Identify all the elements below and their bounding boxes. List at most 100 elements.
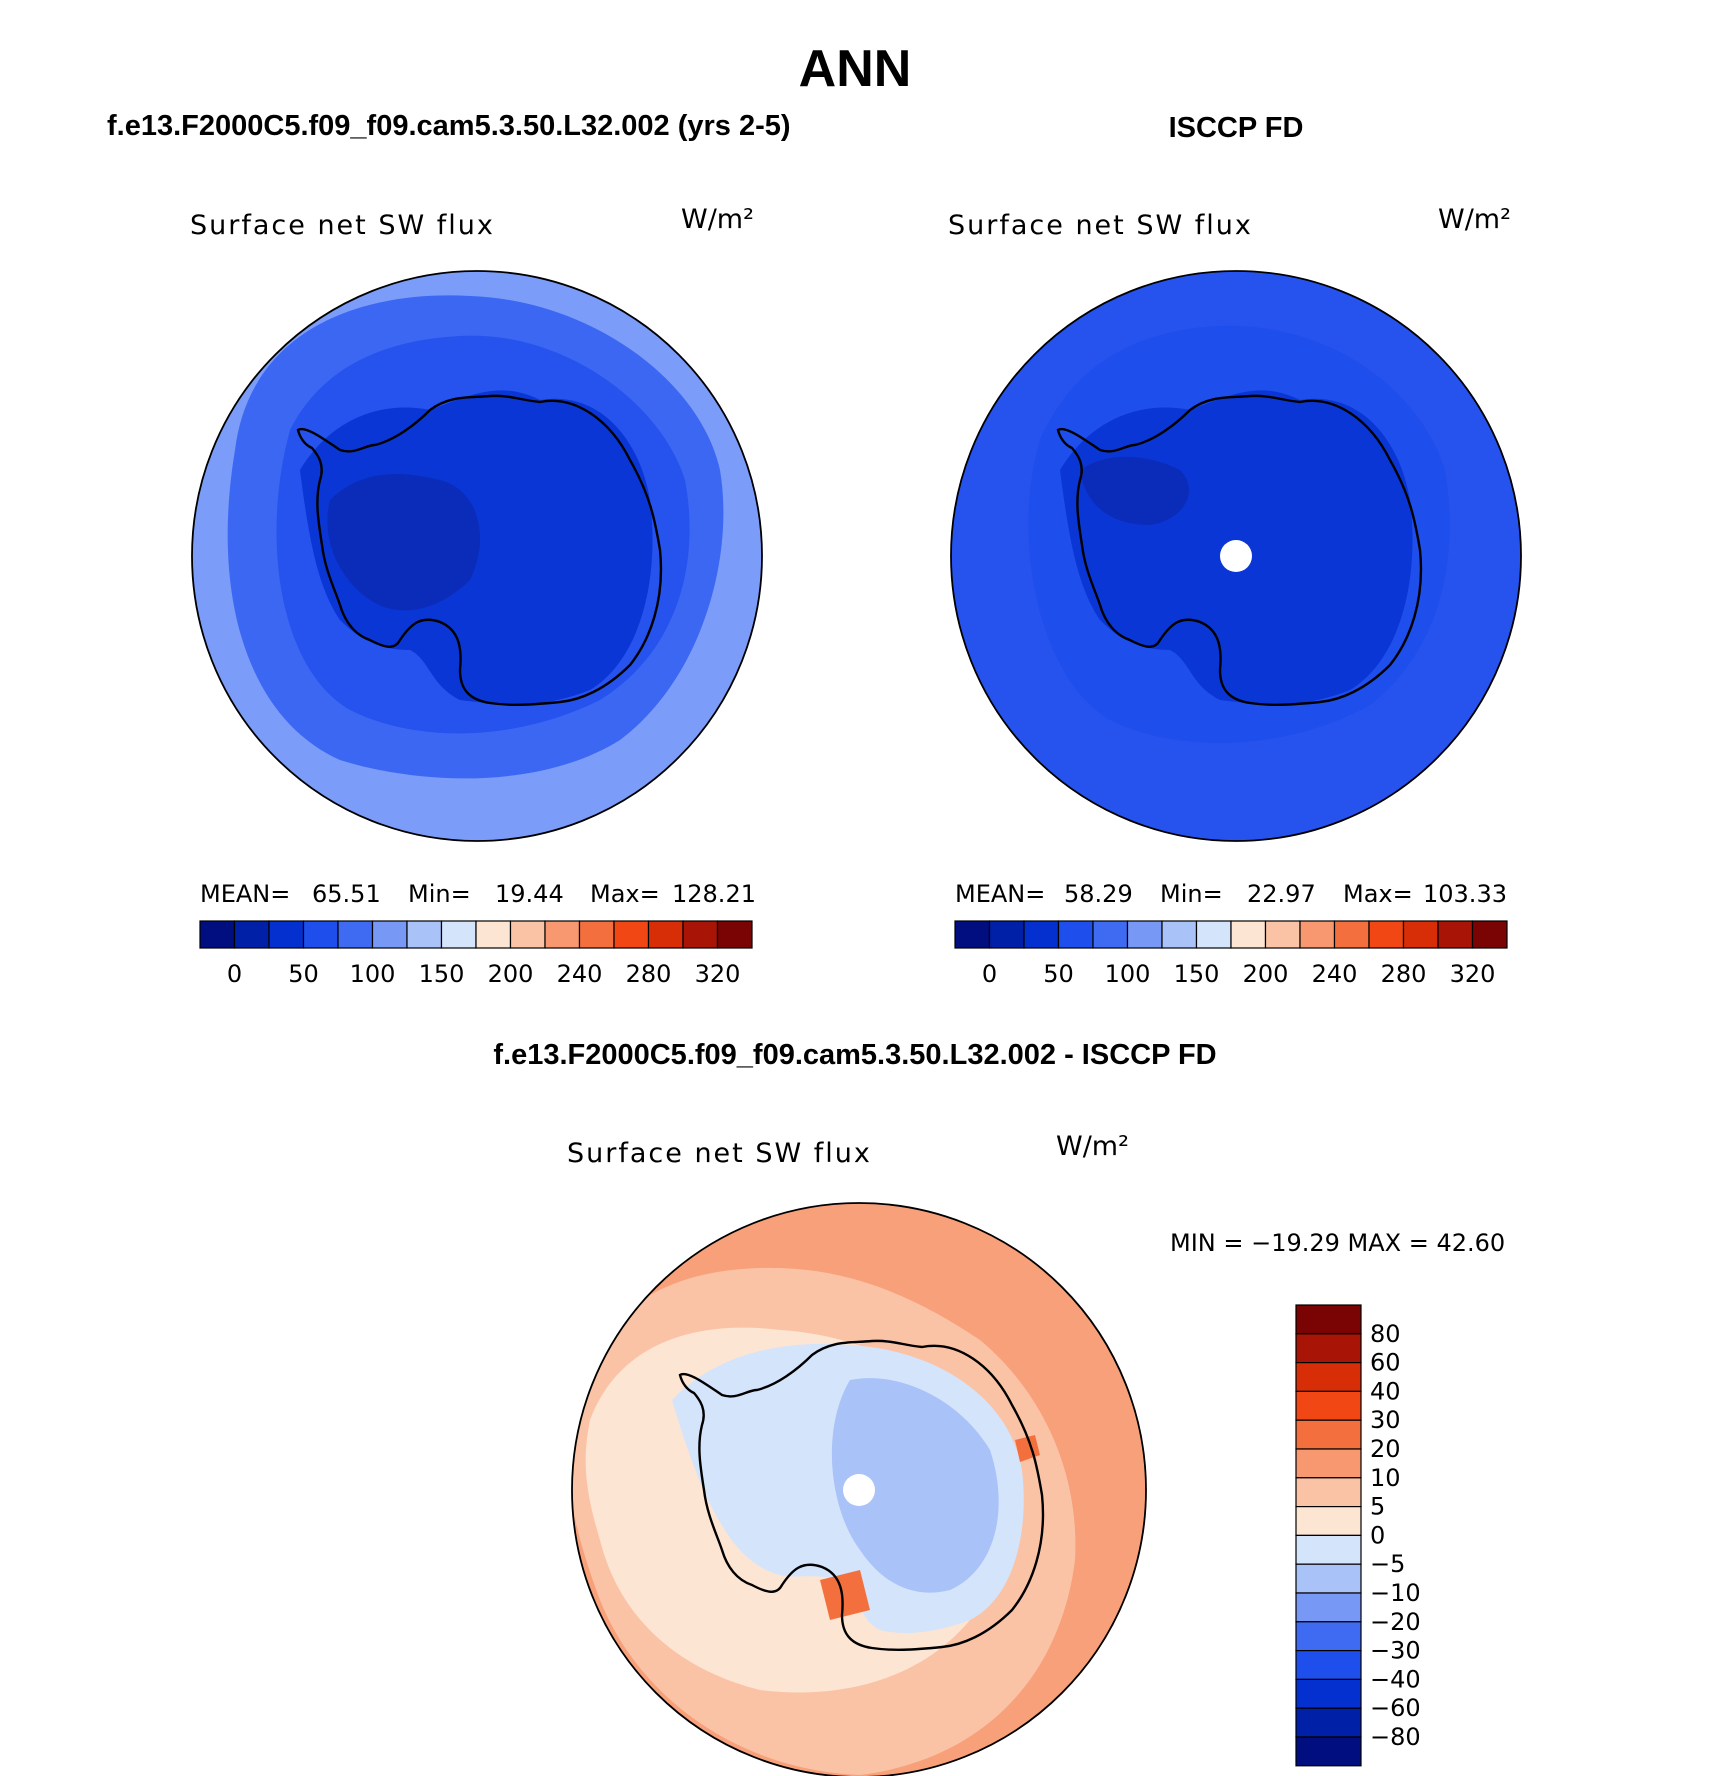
right-colorbar-swatch: [1230, 920, 1267, 949]
left-polar-map: [191, 270, 763, 842]
right-colorbar-swatch: [1333, 920, 1370, 949]
left-max-value: 128.21: [672, 880, 756, 908]
left-colorbar-swatch: [613, 920, 650, 949]
diff-colorbar-swatch: [1295, 1592, 1362, 1623]
diff-colorbar-swatch: [1295, 1736, 1362, 1767]
season-title: ANN: [799, 40, 912, 98]
left-colorbar-swatch: [682, 920, 719, 949]
diff-colorbar-tick-label: 80: [1370, 1320, 1401, 1348]
diff-colorbar-tick-label: −80: [1370, 1723, 1421, 1751]
diff-colorbar-swatch: [1295, 1649, 1362, 1680]
diff-colorbar-swatch: [1295, 1477, 1362, 1508]
right-colorbar-tick-label: 0: [982, 960, 997, 988]
right-colorbar-swatch: [1161, 920, 1198, 949]
left-colorbar-swatch: [647, 920, 684, 949]
diff-colorbar-swatch: [1295, 1621, 1362, 1652]
diff-colorbar-swatch: [1295, 1390, 1362, 1421]
left-colorbar-swatch: [440, 920, 477, 949]
right-colorbar-swatch: [1437, 920, 1474, 949]
diff-colorbar-swatch: [1295, 1707, 1362, 1738]
right-min-value: 22.97: [1247, 880, 1316, 908]
left-colorbar-swatch: [544, 920, 581, 949]
diff-colorbar-tick-label: −30: [1370, 1637, 1421, 1665]
diff-case-title: f.e13.F2000C5.f09_f09.cam5.3.50.L32.002 …: [493, 1039, 1216, 1071]
right-colorbar-swatch: [1023, 920, 1060, 949]
diff-colorbar-tick-label: 0: [1370, 1521, 1385, 1549]
left-antarctica-coastline: [296, 394, 663, 707]
diff-colorbar-swatch: [1295, 1304, 1362, 1335]
right-min-label: Min=: [1160, 880, 1223, 908]
right-stats: MEAN= 58.29 Min= 22.97 Max= 103.33: [955, 880, 1507, 908]
diff-colorbar-tick-label: 60: [1370, 1349, 1401, 1377]
diff-colorbar-swatch: [1295, 1534, 1362, 1565]
diff-map-boundary: [571, 1202, 1147, 1776]
left-units-label: W/m²: [681, 204, 754, 235]
right-colorbar-swatch: [1057, 920, 1094, 949]
right-antarctica-coastline: [1056, 394, 1423, 707]
right-colorbar-swatch: [954, 920, 991, 949]
right-colorbar-tick-label: 280: [1381, 960, 1427, 988]
left-colorbar-tick-label: 280: [626, 960, 672, 988]
diff-colorbar-tick-label: −60: [1370, 1694, 1421, 1722]
diff-colorbar-tick-label: −10: [1370, 1579, 1421, 1607]
left-colorbar-tick-label: 240: [557, 960, 603, 988]
right-colorbar-swatch: [1471, 920, 1508, 949]
left-map-boundary: [191, 270, 763, 842]
left-colorbar-swatch: [509, 920, 546, 949]
left-stats: MEAN= 65.51 Min= 19.44 Max= 128.21: [200, 880, 756, 908]
right-map-boundary: [950, 270, 1522, 842]
diff-antarctica-coastline: [678, 1339, 1045, 1652]
diff-map-hotspot-north: [965, 1203, 985, 1210]
diff-colorbar-tick-label: 5: [1370, 1493, 1385, 1521]
right-colorbar-swatch: [1368, 920, 1405, 949]
right-colorbar-swatch: [1126, 920, 1163, 949]
diff-variable-label: Surface net SW flux: [567, 1138, 872, 1169]
left-colorbar-tick-label: 150: [419, 960, 465, 988]
diff-map-interior: [831, 1378, 999, 1593]
left-mean-value: 65.51: [312, 880, 381, 908]
diff-colorbar-swatch: [1295, 1563, 1362, 1594]
left-map-ice-dark: [327, 474, 480, 611]
right-max-label: Max=: [1343, 880, 1413, 908]
right-polar-map: [950, 270, 1522, 842]
right-max-value: 103.33: [1423, 880, 1507, 908]
right-colorbar-tick-label: 240: [1312, 960, 1358, 988]
right-colorbar-swatch: [1195, 920, 1232, 949]
left-colorbar-swatch: [199, 920, 236, 949]
right-colorbar-tick-label: 320: [1450, 960, 1496, 988]
left-colorbar-tick-label: 0: [227, 960, 242, 988]
diff-colorbar-tick-label: −40: [1370, 1665, 1421, 1693]
left-colorbar-swatch: [302, 920, 339, 949]
left-min-value: 19.44: [495, 880, 564, 908]
diff-pole-hole: [843, 1474, 875, 1506]
diff-colorbar-swatch: [1295, 1505, 1362, 1536]
right-colorbar: 0 50 100 150 200 240 280 320: [954, 920, 1508, 988]
right-colorbar-swatch: [1402, 920, 1439, 949]
left-colorbar-swatch: [268, 920, 305, 949]
diff-colorbar-tick-label: 30: [1370, 1406, 1401, 1434]
left-colorbar-swatch: [233, 920, 270, 949]
diff-colorbar-swatch: [1295, 1448, 1362, 1479]
left-colorbar-tick-label: 50: [288, 960, 319, 988]
right-mean-value: 58.29: [1064, 880, 1133, 908]
diff-colorbar-swatch: [1295, 1333, 1362, 1364]
right-map-ice-dark: [1080, 456, 1189, 525]
left-variable-label: Surface net SW flux: [190, 210, 495, 241]
diff-colorbar-tick-label: 10: [1370, 1464, 1401, 1492]
left-colorbar: 0 50 100 150 200 240 280 320: [199, 920, 753, 988]
diff-colorbar-swatch: [1295, 1419, 1362, 1450]
right-colorbar-tick-label: 200: [1243, 960, 1289, 988]
left-colorbar-tick-label: 100: [350, 960, 396, 988]
left-colorbar-swatch: [578, 920, 615, 949]
left-max-label: Max=: [590, 880, 660, 908]
left-colorbar-swatch: [475, 920, 512, 949]
diff-colorbar-tick-label: −5: [1370, 1550, 1405, 1578]
right-colorbar-swatch: [1299, 920, 1336, 949]
right-units-label: W/m²: [1438, 204, 1511, 235]
right-colorbar-tick-label: 50: [1043, 960, 1074, 988]
left-case-title: f.e13.F2000C5.f09_f09.cam5.3.50.L32.002 …: [107, 110, 791, 142]
left-min-label: Min=: [408, 880, 471, 908]
diff-colorbar-swatch: [1295, 1361, 1362, 1392]
left-mean-label: MEAN=: [200, 880, 290, 908]
